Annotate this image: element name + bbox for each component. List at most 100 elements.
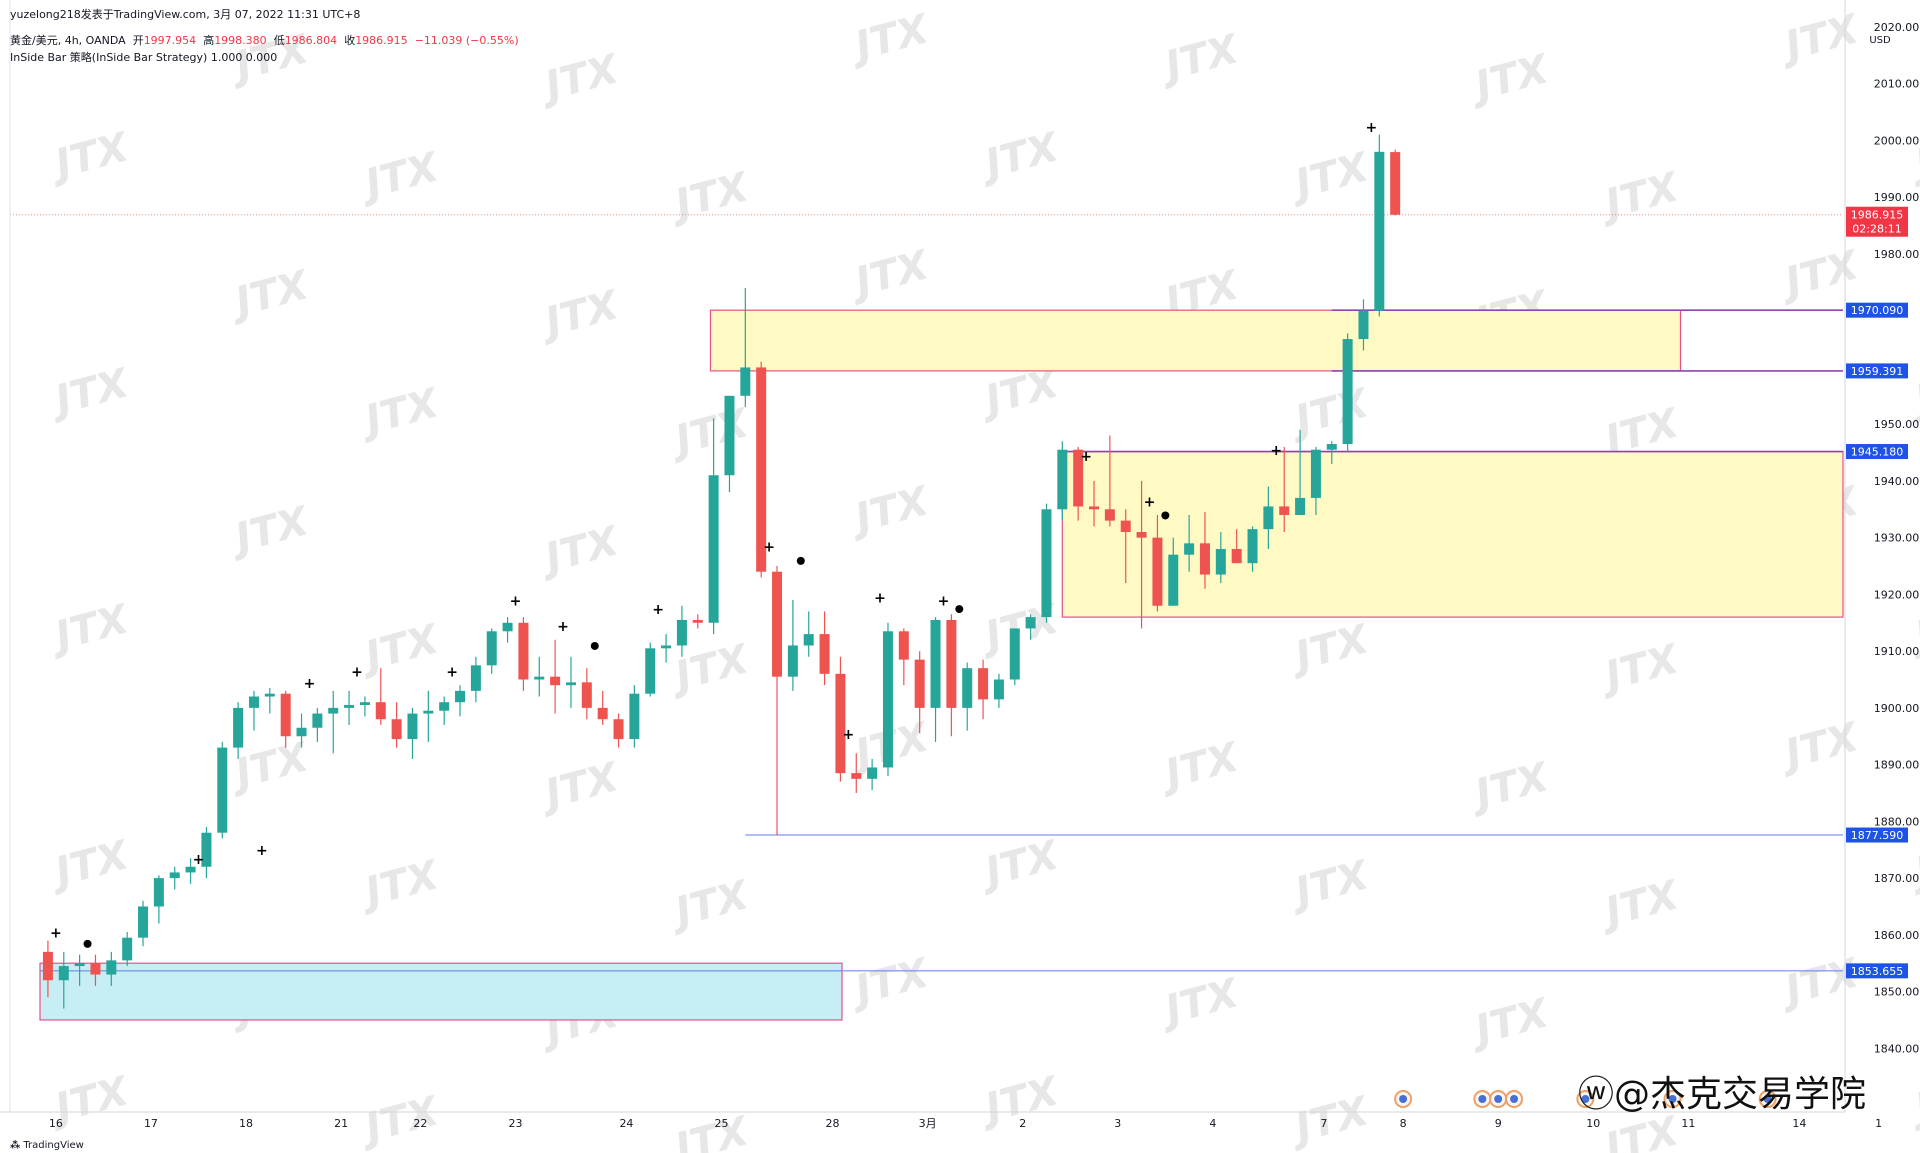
x-tick-label: 1 xyxy=(1875,1117,1882,1130)
watermark-text: JTX xyxy=(354,144,445,210)
signal-cross-marker: + xyxy=(256,843,268,859)
watermark-text: JTX xyxy=(0,478,5,544)
watermark-text: JTX xyxy=(1154,26,1245,92)
candle-up xyxy=(359,702,370,706)
candle-down xyxy=(518,622,529,680)
watermark-text: JTX xyxy=(844,950,935,1016)
signal-cross-marker: + xyxy=(50,926,62,942)
watermark-text: JTX xyxy=(844,478,935,544)
watermark-text: JTX xyxy=(1594,636,1685,702)
candle-down xyxy=(280,693,291,737)
x-tick-label: 10 xyxy=(1586,1117,1600,1130)
watermark-text: JTX xyxy=(1774,6,1865,72)
candle-up xyxy=(58,966,69,981)
candle-up xyxy=(1295,497,1306,515)
candle-up xyxy=(296,727,307,737)
weibo-icon: ⓦ xyxy=(1578,1074,1615,1115)
candle-up xyxy=(201,832,212,867)
watermark-text: JTX xyxy=(534,518,625,584)
candle-down xyxy=(90,963,101,975)
x-tick-label: 3 xyxy=(1114,1117,1121,1130)
x-tick-label: 9 xyxy=(1495,1117,1502,1130)
watermark-text: JTX xyxy=(1774,950,1865,1016)
y-tick-label: 1990.000 xyxy=(1874,191,1920,204)
watermark-text: JTX xyxy=(354,852,445,918)
currency-label: USD xyxy=(1869,35,1891,46)
watermark-text: JTX xyxy=(1284,852,1375,918)
tradingview-logo-text: TradingView xyxy=(23,1140,84,1151)
x-tick-label: 8 xyxy=(1400,1117,1407,1130)
signal-dot-marker xyxy=(1161,511,1170,520)
watermark-text: JTX xyxy=(354,616,445,682)
y-tick-label: 1890.000 xyxy=(1874,759,1920,772)
x-tick-label: 28 xyxy=(826,1117,840,1130)
candle-down xyxy=(851,773,862,779)
y-tick-label: 2010.000 xyxy=(1874,78,1920,91)
candle-down xyxy=(1279,506,1290,515)
watermark-text: JTX xyxy=(974,832,1065,898)
watermark-text: JTX xyxy=(44,360,135,426)
watermark-text: JTX xyxy=(664,1108,755,1153)
watermark-text: JTX xyxy=(1594,872,1685,938)
signal-cross-marker: + xyxy=(1080,449,1092,465)
y-tick-label: 1850.000 xyxy=(1874,986,1920,999)
watermark-text: JTX xyxy=(0,6,5,72)
candle-down xyxy=(1199,543,1210,575)
y-tick-label: 1950.000 xyxy=(1874,418,1920,431)
watermark-text: JTX xyxy=(664,636,755,702)
watermark-text: JTX xyxy=(1594,164,1685,230)
candle-up xyxy=(470,665,481,691)
candle-up xyxy=(1310,449,1321,498)
symbol-label[interactable]: 黄金/美元, 4h, OANDA xyxy=(10,34,126,47)
watermark-text: JTX xyxy=(974,124,1065,190)
last-price-label-text: 1986.915 xyxy=(1851,209,1904,222)
price-label-box xyxy=(1846,963,1908,979)
candle-down xyxy=(581,682,592,708)
signal-cross-marker: + xyxy=(510,594,522,610)
candle-up xyxy=(264,693,275,697)
candle-down xyxy=(772,571,783,677)
candle-down xyxy=(375,702,386,720)
signal-cross-marker: + xyxy=(1366,120,1378,136)
price-label-box xyxy=(1846,302,1908,318)
price-label-text: 1970.090 xyxy=(1851,304,1904,317)
indicator-line[interactable]: InSide Bar 策略(InSide Bar Strategy) 1.000… xyxy=(10,51,278,64)
tradingview-logo[interactable]: ⁂ TradingView xyxy=(10,1140,84,1151)
price-label-text: 1945.180 xyxy=(1851,446,1904,459)
watermark-text: JTX xyxy=(1284,616,1375,682)
zone-yellow-0 xyxy=(709,309,1682,372)
watermark-text: JTX xyxy=(224,498,315,564)
watermark-text: JTX xyxy=(664,400,755,466)
candle-up xyxy=(803,634,814,646)
price-label-text: 1877.590 xyxy=(1851,829,1904,842)
candle-up xyxy=(312,713,323,728)
y-tick-label: 1910.000 xyxy=(1874,645,1920,658)
candle-down xyxy=(1152,537,1163,606)
x-tick-label: 14 xyxy=(1792,1117,1806,1130)
candle-up xyxy=(1358,310,1369,340)
watermark-text: JTX xyxy=(224,262,315,328)
open-label: 开 xyxy=(132,34,144,47)
candle-up xyxy=(565,682,576,686)
candle-down xyxy=(1136,531,1147,538)
y-tick-label: 1840.000 xyxy=(1874,1042,1920,1055)
watermark-text: JTX xyxy=(1284,1088,1375,1153)
economic-event-flag-icon xyxy=(1399,1095,1408,1103)
candle-up xyxy=(930,619,941,708)
candle-up xyxy=(153,878,164,907)
economic-event-flag-icon xyxy=(1510,1095,1519,1103)
x-tick-label: 21 xyxy=(334,1117,348,1130)
watermark-text: JTX xyxy=(664,872,755,938)
candle-up xyxy=(645,648,656,694)
watermark-text: JTX xyxy=(44,832,135,898)
signal-cross-marker: + xyxy=(652,602,664,618)
candle-up xyxy=(1326,444,1337,450)
candle-up xyxy=(185,866,196,873)
signal-cross-marker: + xyxy=(763,540,775,556)
y-tick-label: 1860.000 xyxy=(1874,929,1920,942)
y-tick-label: 1880.000 xyxy=(1874,815,1920,828)
watermark-text: JTX xyxy=(1464,46,1555,112)
zone-cyan-2 xyxy=(39,962,843,1021)
